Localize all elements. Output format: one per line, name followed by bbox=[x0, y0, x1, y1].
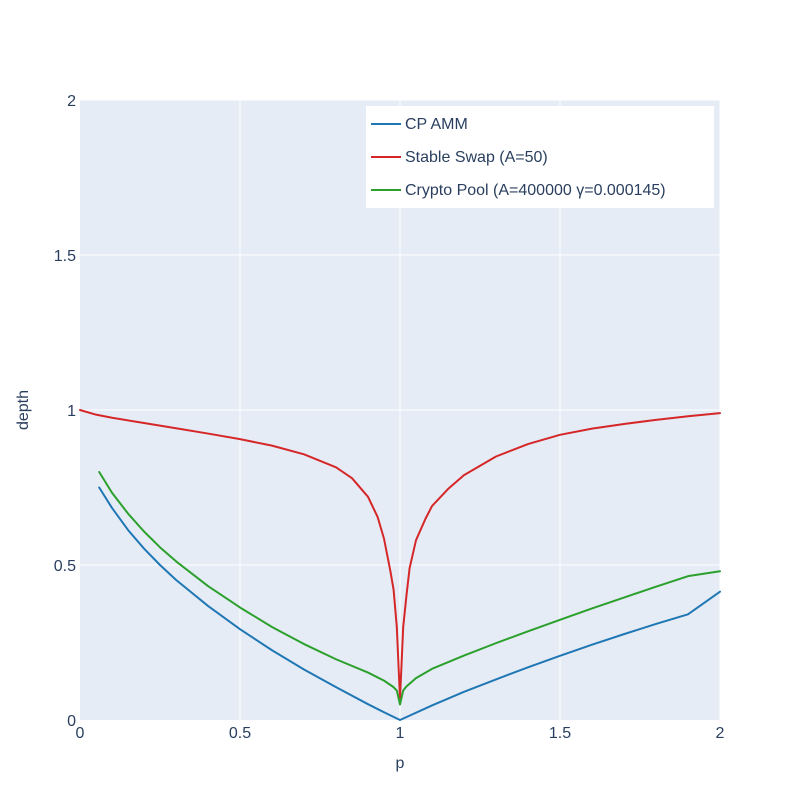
legend-label-crypto-pool: Crypto Pool (A=400000 γ=0.000145) bbox=[405, 182, 666, 199]
legend-item-stable-swap[interactable]: Stable Swap (A=50) bbox=[371, 149, 548, 166]
y-tick-label: 2 bbox=[67, 93, 76, 110]
series-layer bbox=[79, 409, 721, 721]
series-line-0 bbox=[98, 486, 721, 721]
x-axis-ticks: 0 0.5 1 1.5 2 bbox=[76, 725, 725, 742]
legend[interactable]: CP AMM Stable Swap (A=50) Crypto Pool (A… bbox=[366, 106, 714, 208]
legend-item-crypto-pool[interactable]: Crypto Pool (A=400000 γ=0.000145) bbox=[371, 182, 666, 199]
x-tick-label: 2 bbox=[716, 725, 725, 742]
y-tick-label: 1 bbox=[67, 403, 76, 420]
x-tick-label: 1 bbox=[396, 725, 405, 742]
y-tick-label: 0.5 bbox=[54, 558, 76, 575]
x-tick-label: 0 bbox=[76, 725, 85, 742]
x-axis-title: p bbox=[396, 755, 405, 772]
y-tick-label: 0 bbox=[67, 713, 76, 730]
x-tick-label: 0.5 bbox=[229, 725, 251, 742]
legend-label-stable-swap: Stable Swap (A=50) bbox=[405, 149, 548, 166]
grid-lines bbox=[80, 99, 721, 720]
legend-box bbox=[366, 106, 714, 208]
series-line-1 bbox=[79, 409, 721, 700]
y-axis-ticks: 0 0.5 1 1.5 2 bbox=[54, 93, 76, 730]
series-line-2 bbox=[98, 471, 721, 706]
legend-item-cp-amm[interactable]: CP AMM bbox=[371, 116, 468, 133]
x-tick-label: 1.5 bbox=[549, 725, 571, 742]
y-tick-label: 1.5 bbox=[54, 248, 76, 265]
y-axis-title: depth bbox=[15, 390, 32, 430]
legend-label-cp-amm: CP AMM bbox=[405, 116, 468, 133]
